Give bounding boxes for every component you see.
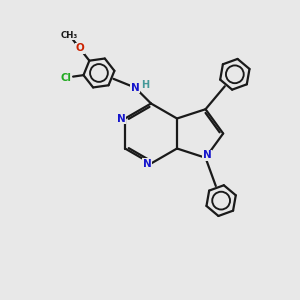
Text: H: H bbox=[141, 80, 149, 90]
Text: N: N bbox=[117, 113, 125, 124]
Text: N: N bbox=[203, 150, 212, 161]
Text: N: N bbox=[131, 82, 140, 93]
Text: Cl: Cl bbox=[60, 73, 71, 83]
Text: O: O bbox=[75, 44, 84, 53]
Text: N: N bbox=[143, 158, 152, 169]
Text: CH₃: CH₃ bbox=[61, 31, 78, 40]
